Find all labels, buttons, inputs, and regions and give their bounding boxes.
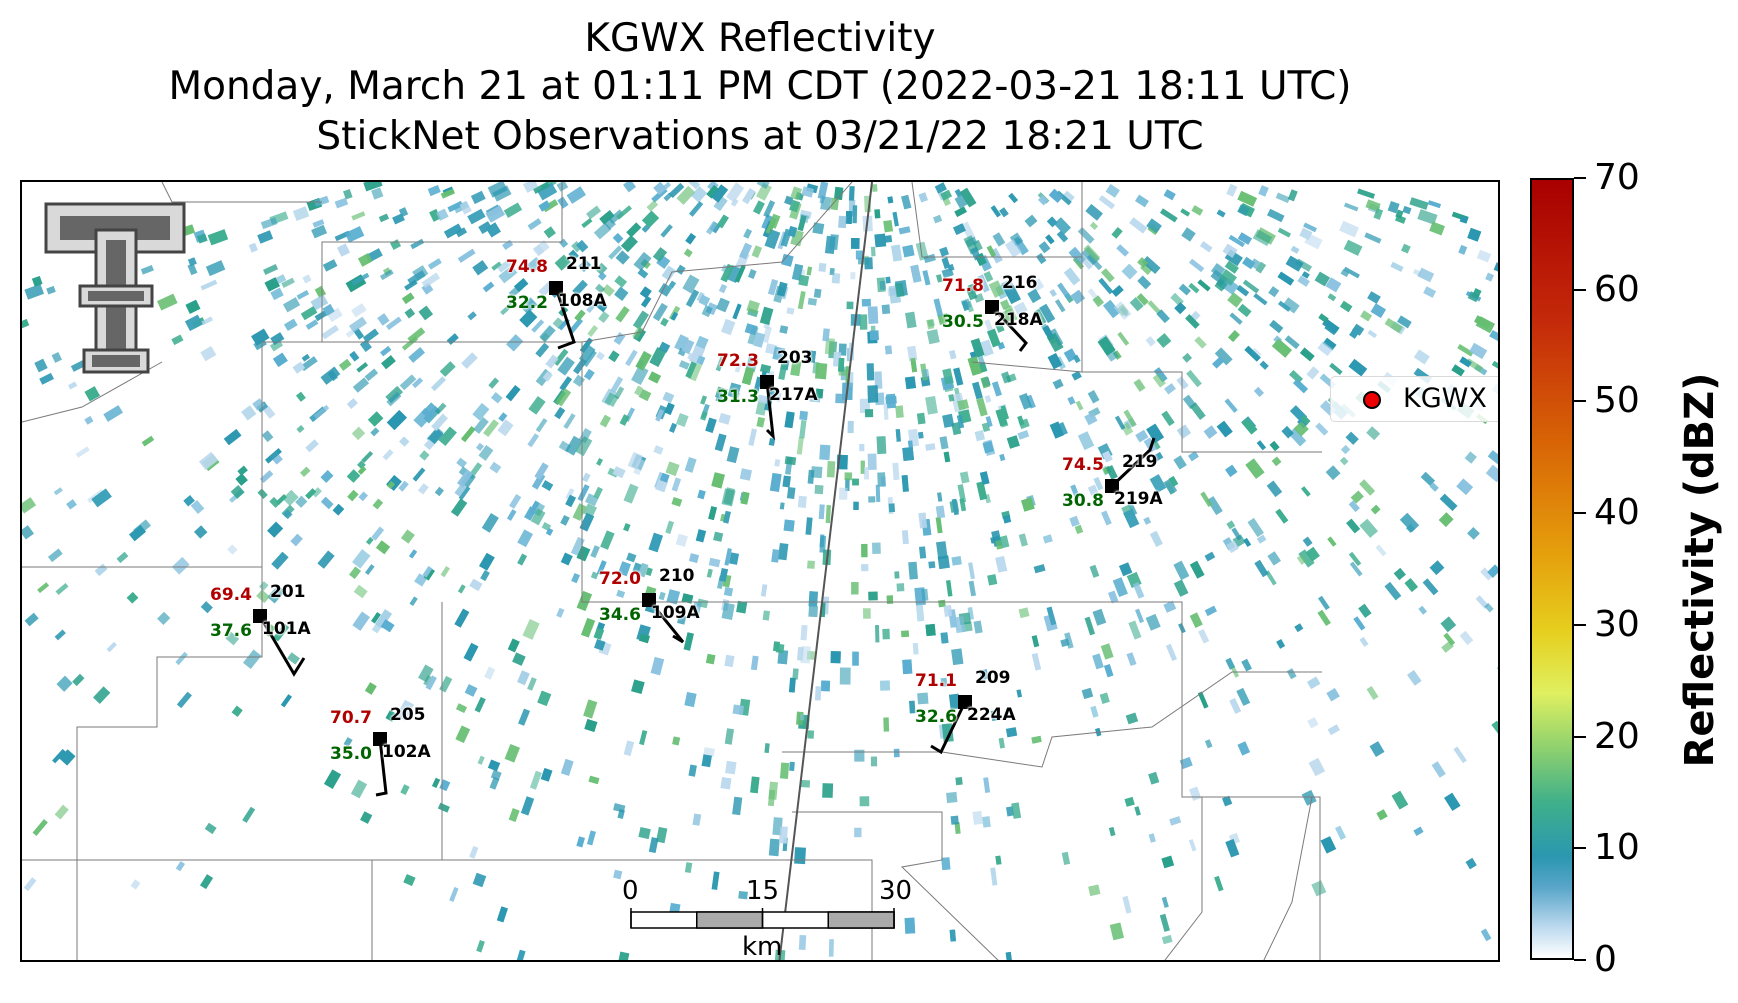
station-id: 211: [566, 254, 602, 274]
texas-tech-logo: [44, 202, 186, 374]
legend-label: KGWX: [1403, 383, 1487, 414]
colorbar-tick: [1574, 512, 1586, 515]
scale-unit: km: [742, 932, 783, 962]
station-id: 205: [390, 705, 426, 725]
station-temperature: 71.8: [942, 276, 984, 296]
station-temperature: 72.3: [717, 351, 759, 371]
station-marker-icon: [642, 593, 656, 607]
station-temperature: 70.7: [330, 708, 372, 728]
station-sub-id: 217A: [769, 385, 818, 405]
chart-title: KGWX Reflectivity: [584, 16, 936, 61]
station-barb: [1105, 437, 1156, 493]
station-marker-icon: [253, 609, 267, 623]
station-sub-id: 218A: [994, 310, 1043, 330]
station-temperature: 72.0: [599, 569, 641, 589]
station-marker-icon: [760, 375, 774, 389]
radar-site-marker-icon: [1363, 391, 1381, 409]
station-temperature: 74.5: [1062, 455, 1104, 475]
scale-bar: [630, 908, 895, 929]
station-barb: [985, 300, 1028, 352]
station-id: 219: [1122, 452, 1158, 472]
station-marker-icon: [549, 281, 563, 295]
colorbar-tick-label: 10: [1594, 827, 1640, 869]
scale-label-30: 30: [879, 876, 913, 906]
colorbar-tick-label: 20: [1594, 715, 1640, 757]
station-marker-icon: [1105, 479, 1119, 493]
station-dewpoint: 32.6: [915, 707, 957, 727]
station-dewpoint: 32.2: [506, 293, 548, 313]
scale-label-15: 15: [746, 876, 780, 906]
colorbar-tick: [1574, 623, 1586, 626]
colorbar-tick: [1574, 735, 1586, 738]
colorbar-tick-label: 40: [1594, 492, 1640, 534]
station-id: 209: [975, 668, 1011, 688]
wind-barbs: [253, 281, 1156, 797]
map-legend: KGWX: [1330, 376, 1498, 422]
station-temperature: 71.1: [915, 671, 957, 691]
station-barb: [930, 695, 972, 755]
colorbar-tick-label: 50: [1594, 380, 1640, 422]
station-dewpoint: 31.3: [717, 387, 759, 407]
colorbar: [1530, 178, 1574, 960]
station-barb: [549, 281, 576, 350]
station-barb: [373, 732, 388, 797]
station-dewpoint: 34.6: [599, 605, 641, 625]
station-dewpoint: 30.5: [942, 312, 984, 332]
colorbar-tick: [1574, 288, 1586, 291]
station-id: 216: [1002, 273, 1038, 293]
station-marker-icon: [958, 695, 972, 709]
colorbar-tick-label: 70: [1594, 157, 1640, 198]
station-sub-id: 224A: [967, 705, 1016, 725]
chart-subtitle-time: Monday, March 21 at 01:11 PM CDT (2022-0…: [168, 64, 1352, 109]
station-sub-id: 102A: [382, 742, 431, 762]
colorbar-tick-label: 0: [1594, 939, 1617, 980]
station-id: 203: [777, 348, 813, 368]
station-id: 201: [270, 582, 306, 602]
colorbar-tick: [1574, 847, 1586, 850]
reflectivity-field: [22, 182, 1498, 960]
radar-map[interactable]: KGWX 74.8 211 32.2 108A 71.8 216 30.5 218A 72.3 2…: [20, 180, 1500, 962]
colorbar-tick-label: 60: [1594, 268, 1640, 310]
station-barb: [253, 609, 306, 677]
station-dewpoint: 30.8: [1062, 491, 1104, 511]
station-marker-icon: [985, 300, 999, 314]
station-dewpoint: 35.0: [330, 744, 372, 764]
colorbar-label: Reflectivity (dBZ): [1677, 372, 1723, 768]
station-barb: [760, 375, 775, 441]
station-id: 210: [659, 566, 695, 586]
station-sub-id: 109A: [651, 603, 700, 623]
colorbar-tick: [1574, 959, 1586, 961]
station-sub-id: 101A: [262, 619, 311, 639]
station-temperature: 69.4: [210, 585, 252, 605]
colorbar-tick-label: 30: [1594, 603, 1640, 645]
chart-subtitle-obs: StickNet Observations at 03/21/22 18:21 …: [316, 114, 1204, 159]
station-barb: [642, 593, 685, 644]
station-marker-icon: [373, 732, 387, 746]
station-sub-id: 219A: [1114, 489, 1163, 509]
colorbar-tick: [1574, 177, 1586, 179]
station-temperature: 74.8: [506, 257, 548, 277]
station-dewpoint: 37.6: [210, 621, 252, 641]
scale-label-0: 0: [622, 876, 639, 906]
colorbar-tick: [1574, 400, 1586, 403]
station-sub-id: 108A: [558, 291, 607, 311]
